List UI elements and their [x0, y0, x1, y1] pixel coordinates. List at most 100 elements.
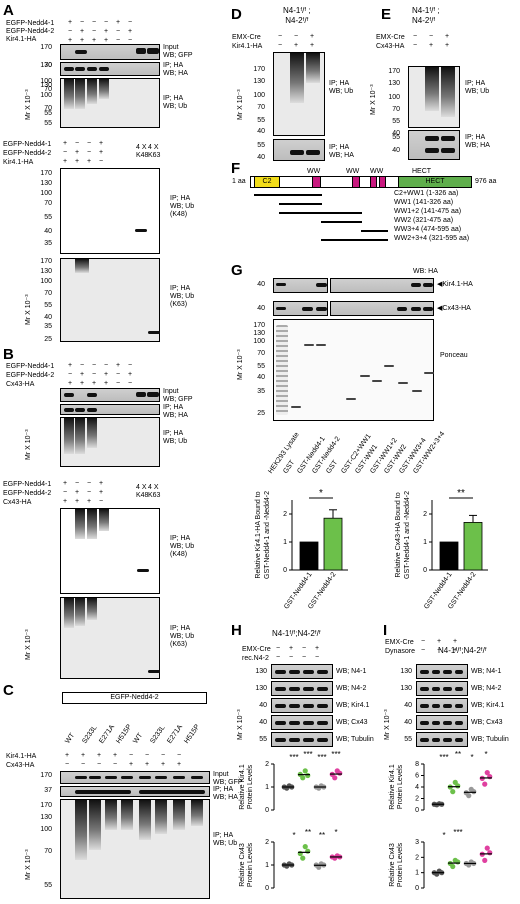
- tick-label: 6: [415, 773, 419, 780]
- sign-mark: +: [452, 647, 458, 654]
- sign-mark: +: [67, 37, 73, 44]
- band: [443, 704, 452, 708]
- a-row-kir41: Kir4.1-HA: [6, 35, 37, 43]
- blot-side-label: WB; Cx43: [471, 719, 503, 726]
- mw-marker: 40: [257, 374, 265, 381]
- sign-mark: +: [79, 37, 85, 44]
- mw-marker: 70: [44, 62, 52, 69]
- band: [317, 670, 328, 674]
- sign-mark: +: [444, 33, 450, 40]
- data-point: [455, 859, 461, 865]
- f-label-ww2: WW: [346, 168, 360, 175]
- panel-label-e: E: [381, 6, 392, 23]
- c-blot-ipha: [60, 786, 210, 797]
- band: [420, 738, 429, 742]
- construct-label: WW2 (321-475 aa): [394, 217, 454, 224]
- i-row-emx: EMX-Cre: [385, 638, 414, 646]
- a-axis-mr2: Mr X 10⁻³: [25, 294, 32, 325]
- sig-star: ***: [317, 753, 326, 762]
- f-construct-labels: C2+WW1 (1-326 aa) WW1 (141-326 aa) WW1+2 (…: [394, 190, 519, 248]
- sig-star: ***: [289, 753, 298, 762]
- tick-label: 0: [423, 567, 427, 574]
- mw-marker: 40: [257, 154, 265, 161]
- sign-mark: +: [91, 380, 97, 387]
- blot-strip: [416, 698, 468, 713]
- y-axis-label: Relative Kir4.1: [389, 764, 396, 810]
- blot-side-label: WB; Kir4.1: [471, 702, 505, 709]
- band: [431, 738, 440, 742]
- c-side-ipha: IP; HA WB; HA: [213, 786, 238, 801]
- sign-mark: +: [288, 645, 294, 652]
- mw-marker: 55: [44, 110, 52, 117]
- band: [454, 738, 463, 742]
- b-blot-k48: [60, 508, 160, 594]
- blot-side-label: WB; Cx43: [336, 719, 368, 726]
- tick-label: 2: [283, 511, 287, 518]
- sign-mark: −: [98, 158, 104, 165]
- d-blot-ha: [273, 139, 325, 161]
- sign-mark: +: [67, 380, 73, 387]
- sign-mark: −: [79, 362, 85, 369]
- a-mw-ladder: 170 130 100 70 55 70 130 100 70 55 170 130 100 70 55 40…: [32, 0, 60, 345]
- a-blot-k48: [60, 168, 160, 254]
- mw-marker: 70: [44, 200, 52, 207]
- y-axis-label: Relative Kir4.1: [239, 764, 246, 810]
- mw-marker: 35: [44, 240, 52, 247]
- sign-mark: +: [293, 42, 299, 49]
- band: [275, 670, 286, 674]
- sign-mark: +: [309, 42, 315, 49]
- band: [303, 721, 314, 725]
- e-side-ub: IP; HA WB; Ub: [465, 80, 490, 95]
- c-blot-ipub: [60, 799, 210, 899]
- mutant-label: H515P: [183, 723, 202, 745]
- b-ub-k63: 4 X K63: [148, 484, 161, 499]
- sig-star: ***: [453, 828, 462, 837]
- band: [431, 721, 440, 725]
- data-point: [455, 783, 461, 789]
- blot-side-label: WB; N4-2: [336, 685, 367, 692]
- mw-marker: 170: [40, 170, 52, 177]
- e-row-emx: EMX-Cre: [376, 33, 405, 41]
- band: [303, 670, 314, 674]
- sig-star: *: [442, 831, 445, 840]
- sig-star: *: [484, 750, 487, 759]
- sign-mark: −: [74, 480, 80, 487]
- b-row-cx43: Cx43-HA: [6, 380, 35, 388]
- sign-mark: −: [98, 498, 104, 505]
- blot-strip: [271, 698, 333, 713]
- data-point: [450, 789, 456, 795]
- g-blot-kir-right: [330, 278, 434, 293]
- data-point: [297, 850, 303, 857]
- tick-label: 1: [265, 784, 269, 791]
- tick-label: 1: [415, 870, 419, 877]
- mutant-label: E271A: [98, 723, 117, 745]
- a-row2-nedd41: EGFP-Nedd4-1: [3, 140, 52, 148]
- band: [303, 687, 314, 691]
- y-axis-label: Relative Kir4.1-HA Bound to: [255, 491, 262, 578]
- f-start: 1 aa: [232, 178, 246, 185]
- i-row-dyn: Dynasore: [385, 647, 415, 655]
- data-point: [484, 770, 490, 776]
- mw-marker: 55: [257, 142, 265, 149]
- b-side-ipha: IP; HA WB; HA: [163, 404, 188, 419]
- e-axis-mr: Mr X 10⁻³: [370, 84, 377, 115]
- g-blot-cx-left: [273, 301, 328, 316]
- sign-mark: +: [74, 158, 80, 165]
- e-sign-grid: − − + − + +: [410, 33, 460, 51]
- e-blot-ub: [408, 66, 460, 128]
- mw-marker: 130: [400, 685, 412, 692]
- f-end: 976 aa: [475, 178, 497, 185]
- g-blot-ponceau: [273, 319, 434, 421]
- sig-star: *: [470, 753, 473, 762]
- mw-marker: 35: [44, 323, 52, 330]
- sign-mark: −: [436, 647, 442, 654]
- sign-mark: −: [64, 761, 70, 768]
- sign-mark: −: [314, 654, 320, 661]
- b-blot-input: [60, 388, 160, 402]
- b-sign-grid-bottom: + − − + − + − + + + + −: [60, 480, 140, 506]
- tick-label: 8: [415, 761, 419, 768]
- f-label-ww1: WW: [307, 168, 321, 175]
- mw-marker: 170: [388, 68, 400, 75]
- mw-marker: 100: [253, 92, 265, 99]
